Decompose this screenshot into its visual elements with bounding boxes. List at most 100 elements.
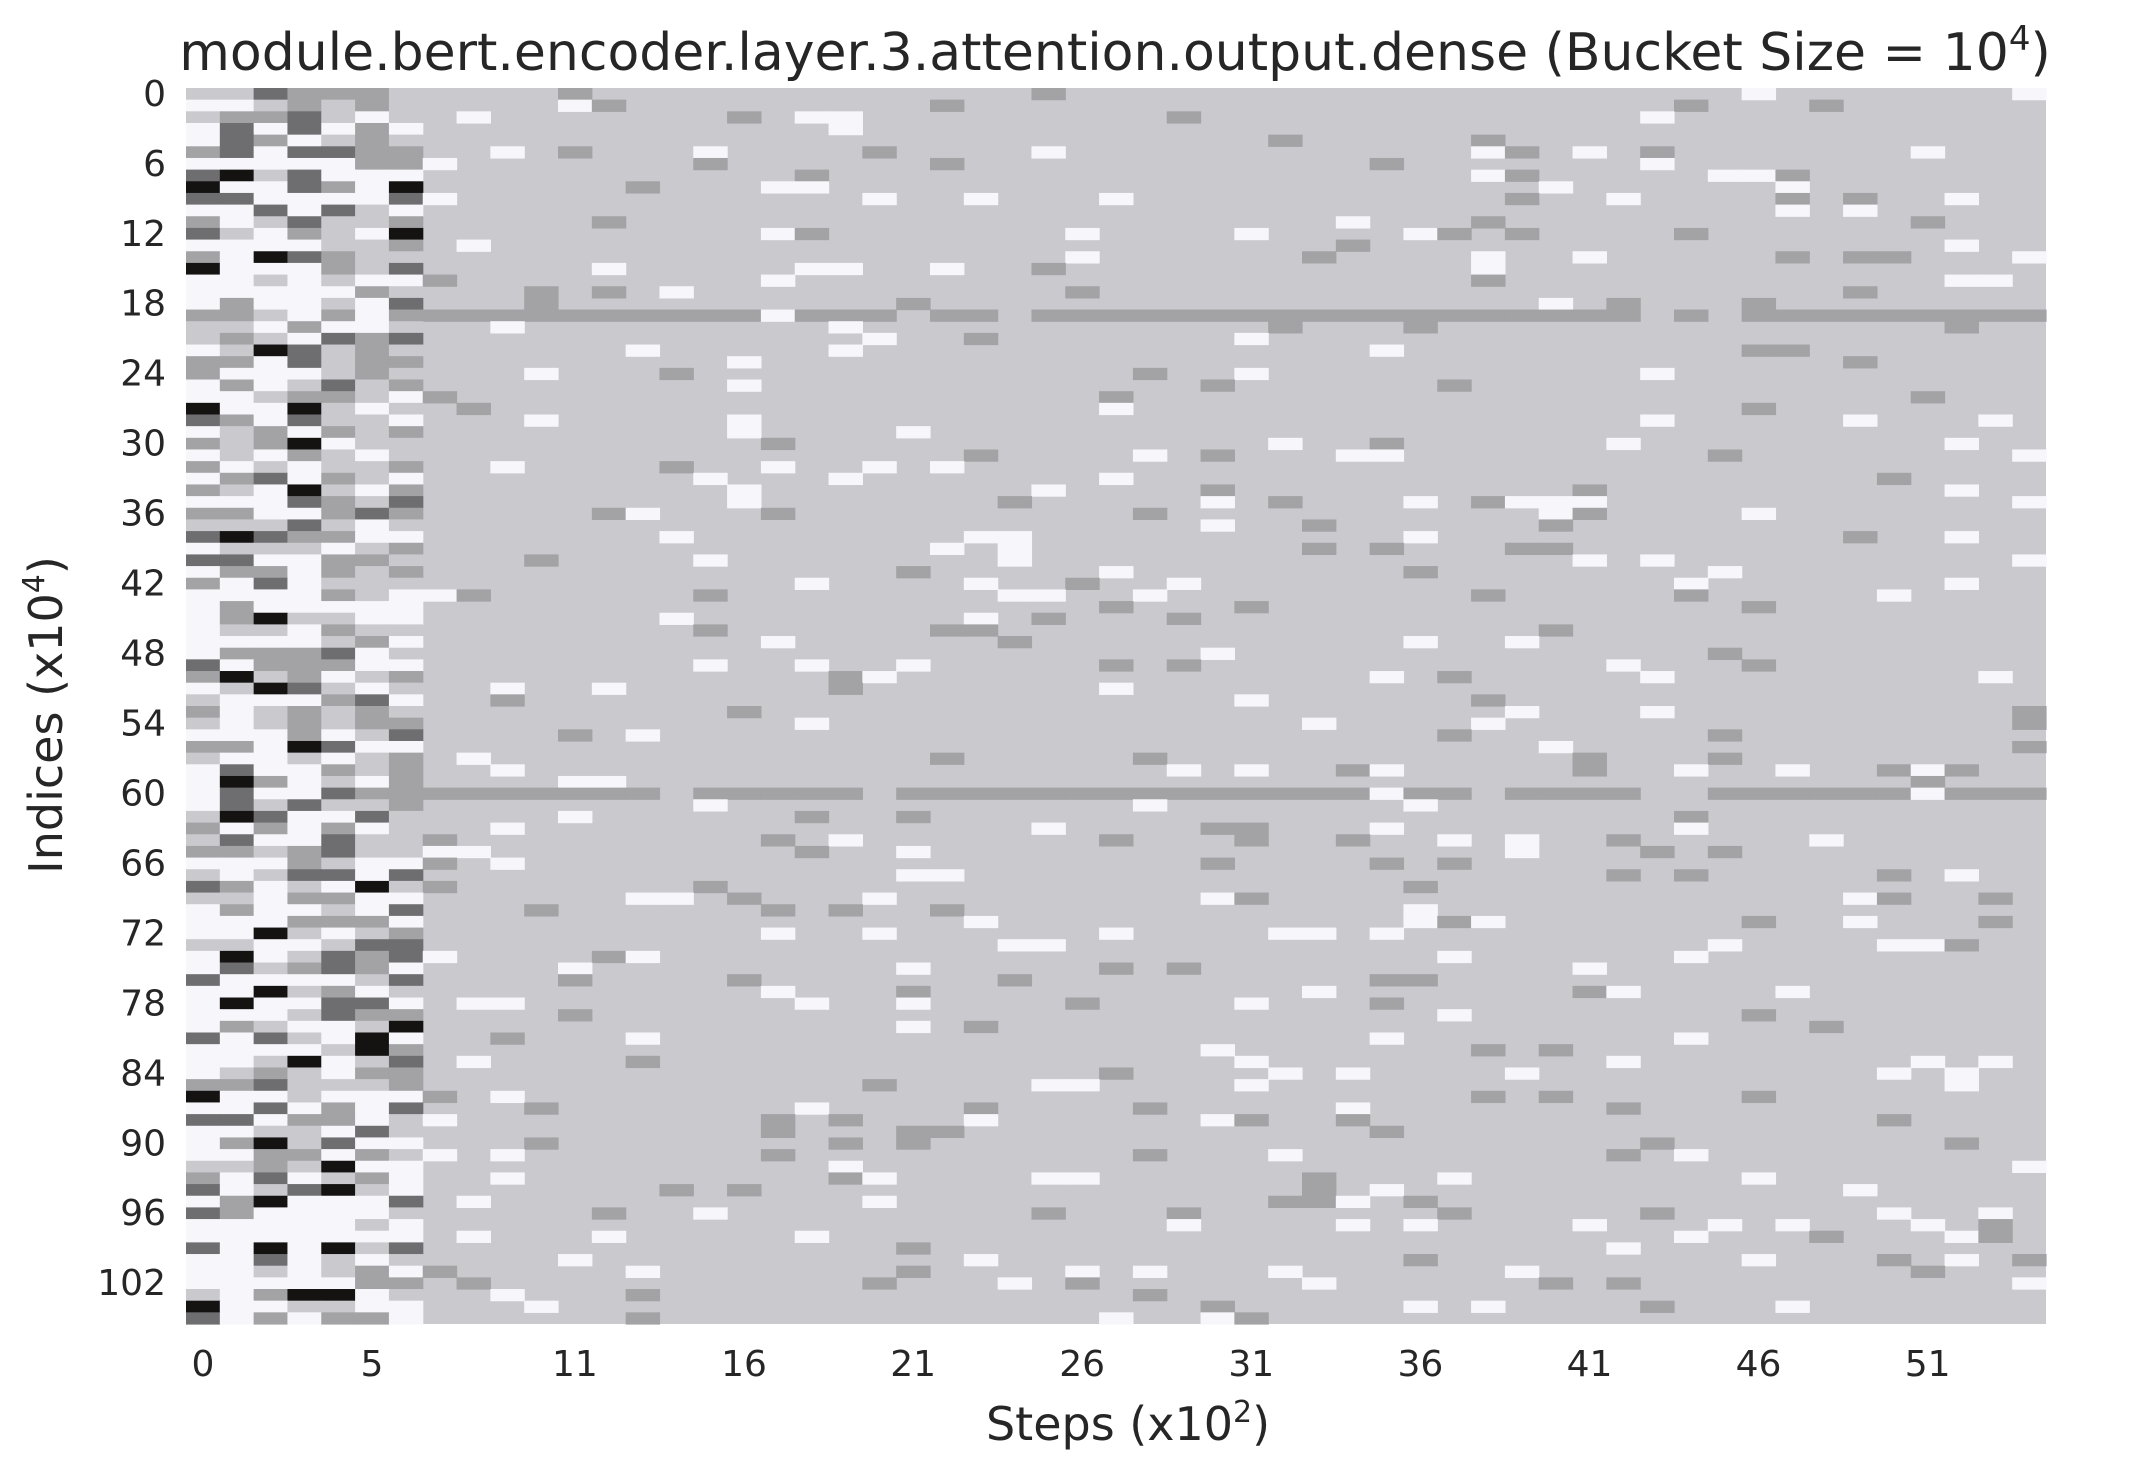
heatmap-cell	[186, 1230, 221, 1243]
heatmap-cell	[219, 1242, 255, 1255]
heatmap-cell	[287, 1207, 322, 1220]
heatmap-cell	[321, 542, 356, 556]
heatmap-cell	[727, 1184, 762, 1197]
heatmap-cell	[219, 566, 255, 579]
heatmap-cell	[287, 297, 322, 311]
heatmap-cell	[186, 1125, 221, 1139]
heatmap-cell	[1369, 1184, 1405, 1197]
heatmap-cell	[591, 286, 627, 299]
heatmap-cell	[355, 344, 390, 357]
heatmap-cell	[828, 1137, 863, 1150]
heatmap-cell	[253, 752, 289, 765]
heatmap-cell	[1910, 787, 1946, 800]
heatmap-cell	[388, 344, 424, 357]
heatmap-cell	[219, 939, 255, 952]
heatmap-cell	[1707, 845, 1743, 859]
heatmap-cell	[760, 1125, 796, 1139]
heatmap-cell	[1504, 787, 1540, 800]
heatmap-cell	[321, 729, 356, 742]
heatmap-cell	[287, 1289, 322, 1302]
heatmap-cell	[253, 1160, 289, 1174]
heatmap-cell	[828, 111, 863, 124]
heatmap-cell	[1978, 1219, 2013, 1232]
heatmap-cell	[287, 134, 322, 147]
heatmap-cell	[1031, 787, 1066, 800]
heatmap-cell	[1843, 356, 1878, 369]
heatmap-cell	[1572, 787, 1607, 800]
heatmap-cell	[253, 799, 289, 812]
heatmap-cell	[2012, 251, 2047, 264]
heatmap-cell	[253, 706, 289, 719]
heatmap-cell	[1606, 1102, 1641, 1115]
heatmap-cell	[1335, 216, 1371, 229]
heatmap-cell	[1132, 309, 1168, 322]
heatmap-cell	[321, 752, 356, 765]
heatmap-cell	[253, 1114, 289, 1127]
heatmap-cell	[1471, 496, 1506, 509]
heatmap-cell	[219, 496, 255, 509]
heatmap-cell	[186, 810, 221, 824]
heatmap-cell	[490, 461, 525, 474]
heatmap-cell	[388, 892, 424, 905]
heatmap-cell	[1775, 251, 1810, 264]
heatmap-cell	[355, 286, 390, 299]
heatmap-cell	[828, 787, 863, 800]
heatmap-cell	[287, 507, 322, 521]
heatmap-cell	[828, 1160, 863, 1174]
heatmap-cell	[1944, 274, 1979, 287]
heatmap-cell	[1166, 659, 1202, 672]
heatmap-cell	[490, 1289, 525, 1302]
heatmap-cell	[422, 845, 458, 859]
heatmap-cell	[219, 834, 255, 847]
heatmap-cell	[355, 962, 390, 975]
heatmap-cell	[355, 636, 390, 649]
heatmap-cell	[355, 1254, 390, 1267]
heatmap-cell	[456, 845, 491, 859]
heatmap-cell	[1707, 939, 1743, 952]
heatmap-cell	[287, 204, 322, 217]
heatmap-cell	[355, 181, 390, 194]
heatmap-cell	[1640, 845, 1675, 859]
heatmap-cell	[253, 892, 289, 905]
heatmap-cell	[1471, 309, 1506, 322]
heatmap-cell	[287, 286, 322, 299]
heatmap-cell	[219, 181, 255, 194]
heatmap-cell	[1741, 659, 1777, 672]
y-tick-label: 36	[120, 494, 166, 535]
heatmap-cell	[355, 356, 390, 369]
heatmap-cell	[321, 566, 356, 579]
heatmap-cell	[1538, 787, 1574, 800]
heatmap-cell	[524, 1300, 559, 1313]
heatmap-cell	[1471, 915, 1506, 929]
heatmap-cell	[253, 1300, 289, 1313]
heatmap-cell	[219, 1265, 255, 1278]
heatmap-cell	[896, 1125, 931, 1139]
heatmap-cell	[253, 157, 289, 171]
heatmap-cell	[321, 915, 356, 929]
heatmap-cell	[321, 1172, 356, 1185]
heatmap-cell	[388, 321, 424, 334]
heatmap-plot-area	[186, 88, 2047, 1325]
heatmap-cell	[1166, 577, 1202, 590]
heatmap-cell	[219, 391, 255, 404]
heatmap-cell	[1099, 566, 1134, 579]
heatmap-cell	[219, 1160, 255, 1174]
heatmap-cell	[388, 88, 424, 101]
heatmap-cell	[1978, 309, 2013, 322]
heatmap-cell	[287, 671, 322, 684]
heatmap-cell	[219, 880, 255, 894]
heatmap-cell	[287, 227, 322, 241]
heatmap-cell	[1538, 519, 1574, 532]
heatmap-cell	[1200, 1300, 1235, 1313]
heatmap-cell	[693, 309, 728, 322]
heatmap-cell	[591, 775, 627, 789]
heatmap-cell	[321, 88, 356, 101]
heatmap-cell	[253, 227, 289, 241]
heatmap-cell	[1910, 146, 1946, 159]
heatmap-cell	[287, 1102, 322, 1115]
heatmap-cell	[1572, 251, 1607, 264]
heatmap-cell	[253, 1079, 289, 1092]
heatmap-cell	[524, 414, 559, 427]
heatmap-cell	[1200, 496, 1235, 509]
heatmap-cell	[355, 332, 390, 346]
